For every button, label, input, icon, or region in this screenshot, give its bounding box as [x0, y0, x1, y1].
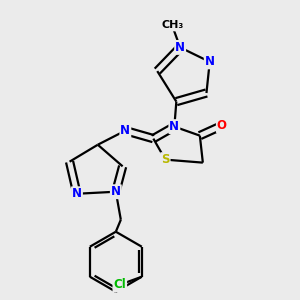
Text: N: N: [120, 124, 130, 137]
Text: N: N: [72, 187, 82, 200]
Text: N: N: [175, 41, 185, 54]
Text: N: N: [169, 120, 179, 133]
Text: S: S: [161, 153, 170, 166]
Text: Cl: Cl: [113, 278, 126, 291]
Text: CH₃: CH₃: [161, 20, 183, 30]
Text: N: N: [111, 185, 121, 198]
Text: N: N: [205, 56, 215, 68]
Text: O: O: [217, 119, 227, 132]
